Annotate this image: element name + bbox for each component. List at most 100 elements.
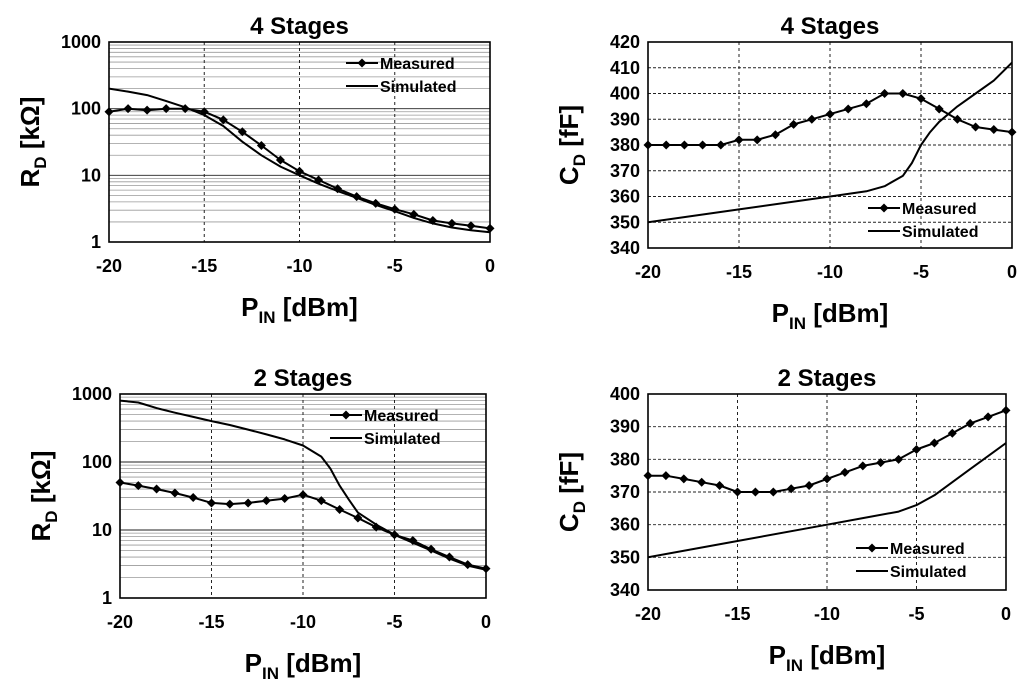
y-axis-label-sub: D (42, 510, 61, 522)
y-axis-label-main: R (15, 168, 45, 187)
legend-label: Simulated (890, 564, 966, 581)
data-point (152, 484, 162, 494)
data-point (934, 104, 944, 114)
data-point (804, 480, 814, 490)
legend-marker (341, 410, 351, 420)
x-tick-label: -5 (913, 262, 929, 282)
data-point (481, 564, 491, 574)
y-tick-label: 10 (92, 520, 112, 540)
y-tick-label: 390 (610, 417, 640, 437)
legend-marker (879, 203, 889, 213)
data-point (971, 122, 981, 132)
data-point (768, 487, 778, 497)
x-tick-label: -15 (726, 262, 752, 282)
plot-frame (119, 393, 487, 599)
data-point (104, 107, 114, 117)
chart-3: 1 10 100 1000 -20 -15 -10 -5 0 2 Stages PIN [dBm] R… (26, 365, 491, 683)
x-axis-label-sub: IN (786, 656, 803, 675)
x-axis-label-sub: IN (262, 664, 279, 683)
data-point (1007, 127, 1017, 137)
legend: Measured Simulated (868, 201, 978, 241)
x-tick-label: -20 (635, 262, 661, 282)
data-point (947, 428, 957, 438)
y-tick-label: 1 (91, 232, 101, 252)
data-point (280, 494, 290, 504)
data-point (1001, 405, 1011, 415)
data-point (912, 445, 921, 455)
y-tick-label: 390 (610, 109, 640, 129)
data-point (807, 114, 817, 124)
x-axis-label: PIN [dBm] (772, 298, 889, 333)
y-tick-label: 350 (610, 212, 640, 232)
y-axis-label: CD [fF] (554, 452, 589, 532)
data-point (965, 418, 975, 428)
x-axis-label-sub: IN (259, 308, 276, 327)
data-point (261, 496, 271, 506)
chart-title: 4 Stages (250, 13, 349, 40)
data-point (170, 488, 180, 498)
data-point (715, 480, 725, 490)
y-tick-label: 370 (610, 482, 640, 502)
legend-marker (867, 543, 877, 553)
chart-1: 1 10 100 1000 -20 -15 -10 -5 0 4 Stages PIN [dBm] R… (15, 13, 495, 327)
data-point (786, 484, 796, 494)
data-point (822, 474, 832, 484)
chart-4: 340 350 360 370 380 390 400 -20 -15 -10 -5 0 2 Stage… (554, 365, 1011, 675)
y-tick-label: 350 (610, 547, 640, 567)
data-point (789, 119, 799, 129)
x-axis-label-unit: [dBm] (806, 298, 888, 328)
y-axis-label-main: C (554, 513, 584, 532)
data-point (825, 109, 835, 119)
y-axis-label-unit: [fF] (554, 105, 584, 154)
data-point (952, 114, 962, 124)
x-tick-label: -15 (198, 612, 224, 632)
y-tick-label: 340 (610, 580, 640, 600)
x-tick-label: -20 (635, 604, 661, 624)
series-line-simulated (109, 87, 490, 234)
chart-2: 340 350 360 370 380 390 400 410 420 -20 -15 -10 -5 0 4… (554, 13, 1017, 333)
data-point (275, 155, 285, 165)
data-point (858, 461, 868, 471)
y-tick-label: 370 (610, 161, 640, 181)
y-tick-label: 1 (102, 588, 112, 608)
data-point (466, 221, 476, 231)
x-axis-label: PIN [dBm] (245, 648, 362, 683)
x-tick-label: -10 (290, 612, 316, 632)
data-point (643, 140, 653, 150)
y-tick-label: 1000 (61, 32, 101, 52)
chart-title: 2 Stages (778, 365, 877, 392)
data-point (447, 218, 457, 228)
y-axis-label: RD [kΩ] (26, 451, 61, 542)
y-axis-label-unit: [kΩ] (15, 97, 45, 157)
plot-frame (647, 393, 1007, 591)
data-point (218, 115, 228, 125)
x-axis-label-main: P (241, 292, 258, 322)
x-axis-label-sub: IN (789, 314, 806, 333)
y-tick-label: 360 (610, 515, 640, 535)
legend-marker (357, 58, 367, 68)
x-tick-label: -10 (817, 262, 843, 282)
y-tick-label: 340 (610, 238, 640, 258)
data-point (485, 223, 495, 233)
data-point (861, 99, 871, 109)
x-tick-label: 0 (481, 612, 491, 632)
data-point (898, 89, 908, 98)
x-tick-label: -5 (908, 604, 924, 624)
legend-label: Measured (902, 201, 977, 218)
series-line-simulated (648, 442, 1006, 559)
legend-label: Simulated (902, 224, 978, 241)
legend-label: Measured (364, 408, 439, 425)
y-tick-label: 100 (82, 452, 112, 472)
x-tick-label: -10 (286, 256, 312, 276)
chart-title: 2 Stages (254, 365, 353, 392)
y-tick-label: 380 (610, 449, 640, 469)
data-point (752, 135, 762, 145)
legend-label: Measured (890, 541, 965, 558)
y-axis-label-sub: D (570, 154, 589, 166)
y-axis-label-main: C (554, 166, 584, 185)
data-point (840, 467, 850, 477)
data-point (237, 127, 247, 137)
data-point (880, 89, 890, 98)
x-tick-label: -15 (724, 604, 750, 624)
